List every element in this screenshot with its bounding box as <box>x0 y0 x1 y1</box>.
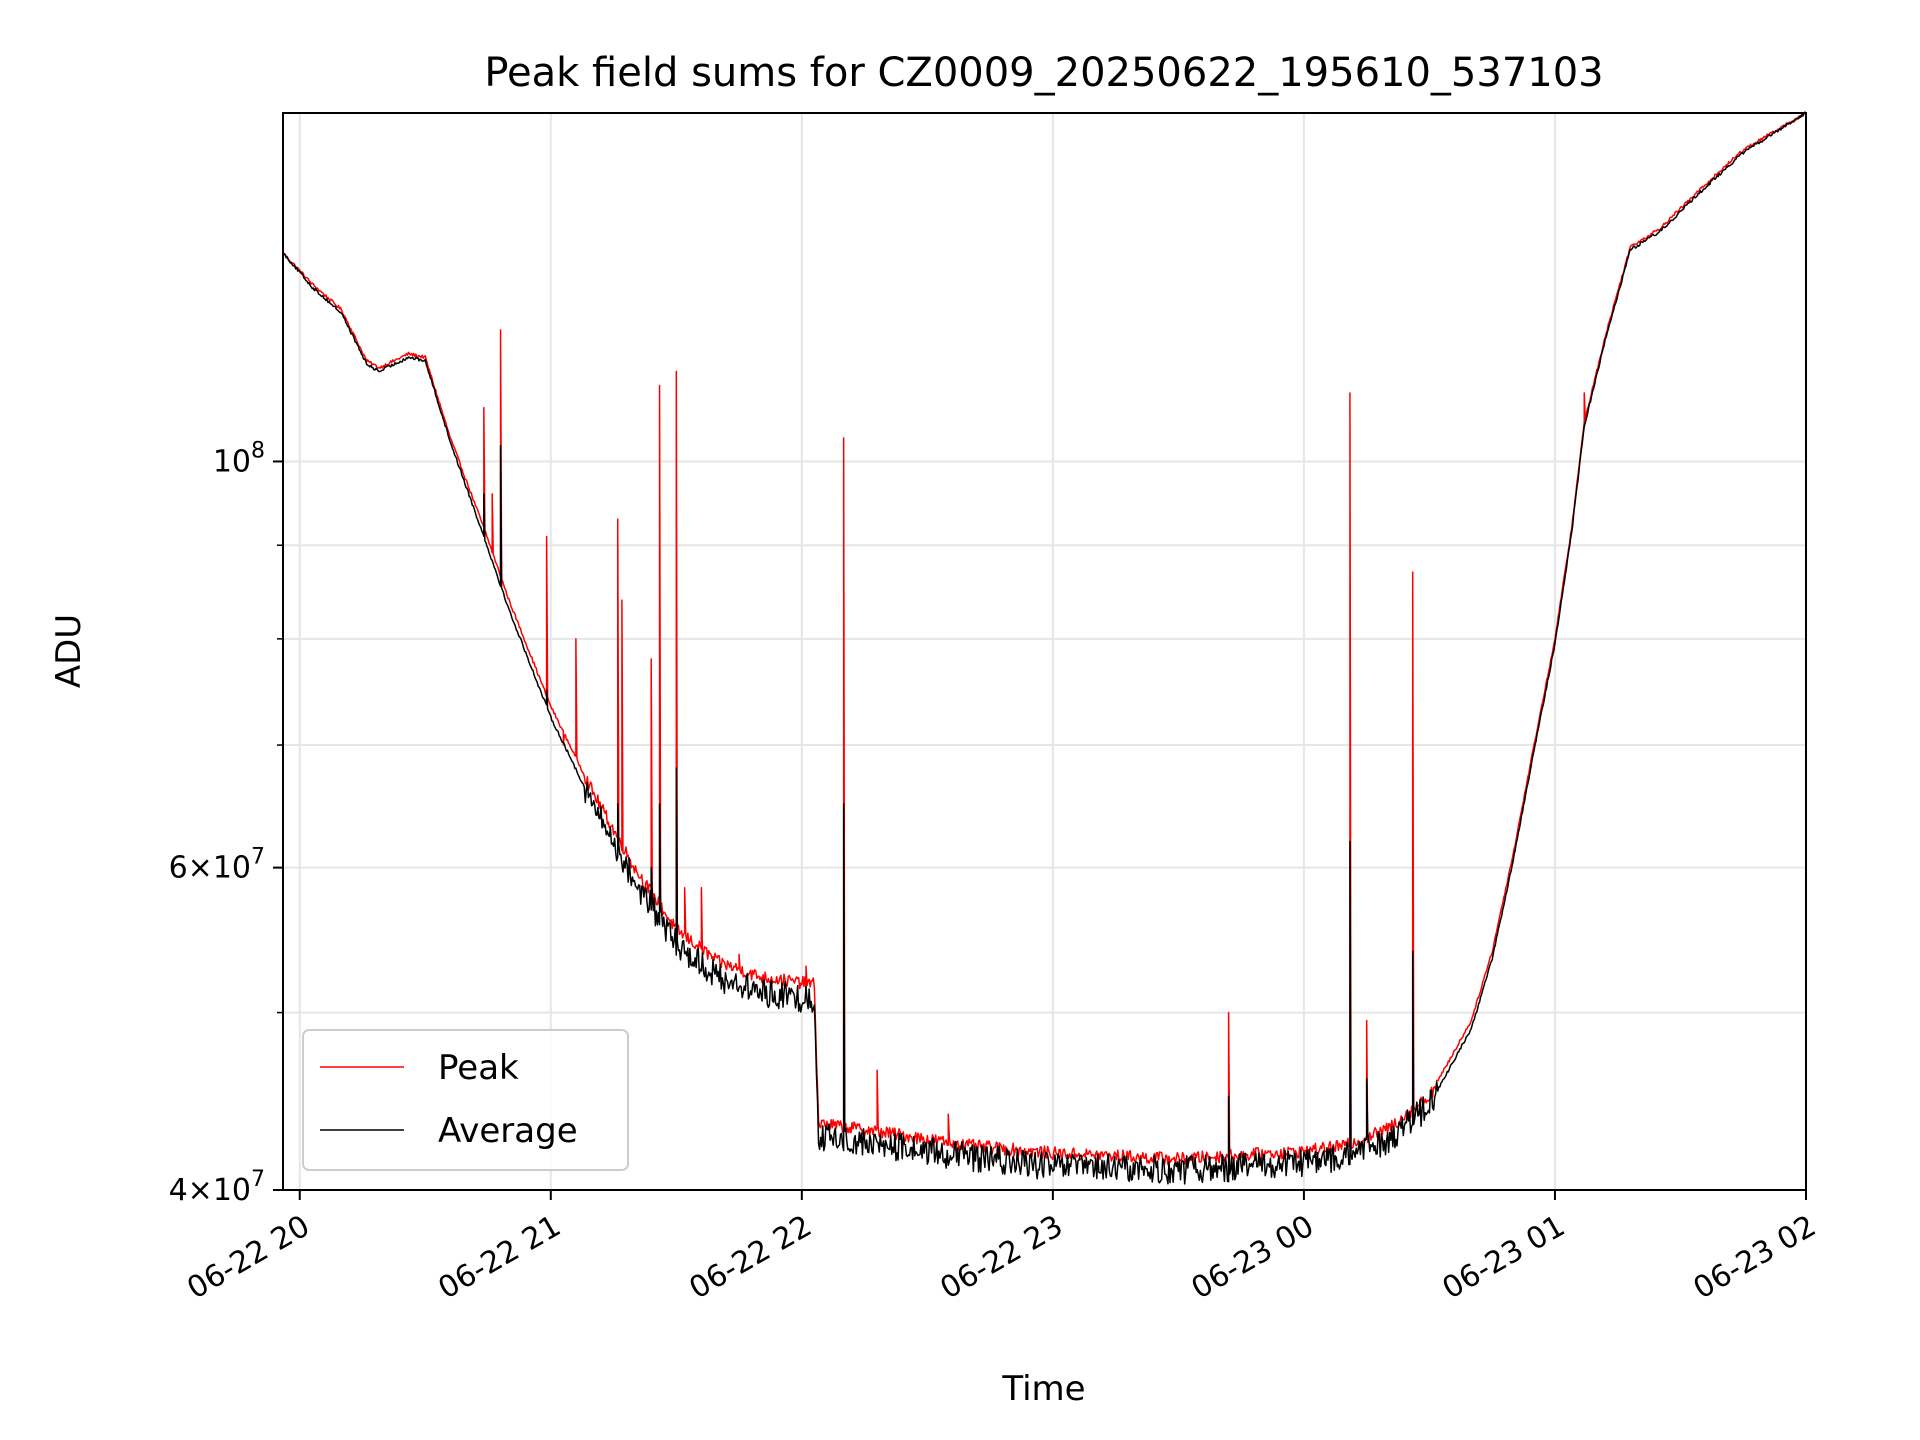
legend-label-average: Average <box>438 1111 578 1151</box>
x-axis-label: Time <box>1001 1369 1085 1409</box>
legend-label-peak: Peak <box>438 1048 519 1088</box>
series-layer <box>282 111 1807 1185</box>
series-line-average <box>282 111 1807 1185</box>
y-tick-label: 6×107 <box>169 845 265 886</box>
legend: Peak Average <box>302 1029 629 1171</box>
y-tick-label: 4×107 <box>169 1167 265 1208</box>
y-axis-label: ADU <box>49 614 89 688</box>
chart-title: Peak field sums for CZ0009_20250622_1956… <box>484 50 1603 96</box>
series-line-peak <box>282 111 1807 1166</box>
legend-box <box>302 1029 629 1171</box>
plot-frame <box>282 112 1807 1191</box>
y-tick-label: 108 <box>213 438 265 479</box>
